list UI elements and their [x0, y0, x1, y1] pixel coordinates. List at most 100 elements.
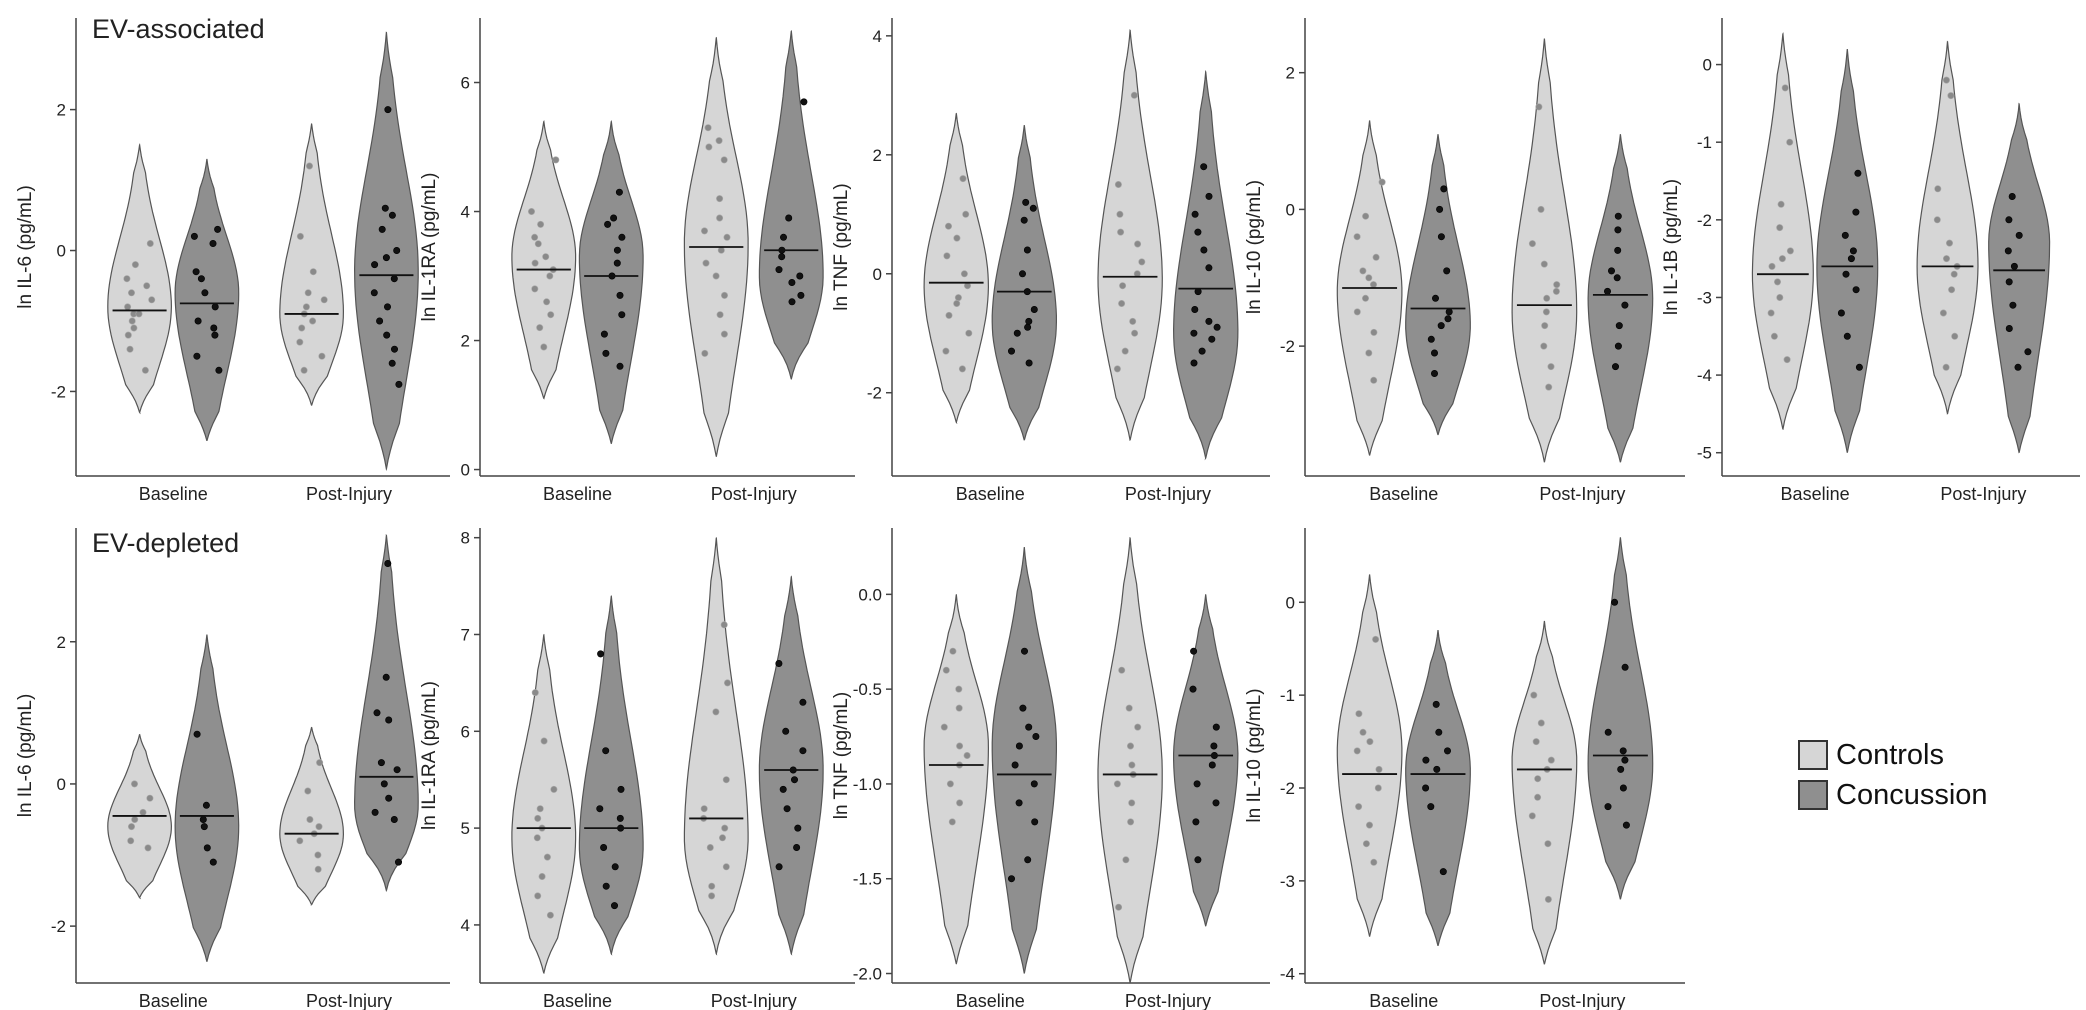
- panel-2: 0 2 4 6 ln IL-1RA (pg/mL) Baseline Post-Injury: [419, 18, 855, 504]
- y-axis-label: ln IL-6 (pg/mL): [15, 694, 36, 818]
- data-point: [1113, 780, 1121, 788]
- data-point: [1934, 185, 1942, 193]
- violin-concussion: [1172, 70, 1239, 461]
- data-point: [954, 294, 962, 302]
- data-point: [716, 195, 724, 203]
- violin-concussion: [578, 120, 644, 445]
- data-point: [944, 222, 952, 230]
- data-point: [393, 766, 401, 774]
- data-point: [1849, 247, 1857, 255]
- data-point: [1212, 723, 1220, 731]
- data-point: [1614, 246, 1622, 254]
- y-tick-label: 0: [1703, 56, 1712, 75]
- data-point: [1842, 270, 1850, 278]
- data-point: [782, 727, 790, 735]
- y-tick-label: -2: [1697, 211, 1712, 230]
- data-point: [953, 299, 961, 307]
- data-point: [1854, 169, 1862, 177]
- data-point: [716, 214, 724, 222]
- data-point: [537, 220, 545, 228]
- data-point: [1542, 308, 1550, 316]
- data-point: [1436, 205, 1444, 213]
- y-tick-label: 0: [57, 775, 66, 794]
- data-point: [211, 303, 219, 311]
- data-point: [1019, 704, 1027, 712]
- data-point: [1947, 92, 1955, 100]
- data-point: [2008, 193, 2016, 201]
- data-point: [128, 317, 136, 325]
- y-tick-label: 4: [461, 203, 470, 222]
- data-point: [1946, 239, 1954, 247]
- data-point: [962, 210, 970, 218]
- data-point: [1621, 301, 1629, 309]
- y-tick-label: -2: [1280, 337, 1295, 356]
- data-point: [722, 863, 730, 871]
- data-point: [550, 785, 558, 793]
- y-tick-label: -2: [1280, 779, 1295, 798]
- data-point: [296, 232, 304, 240]
- data-point: [1025, 723, 1033, 731]
- data-point: [385, 716, 393, 724]
- x-tick-label: Post-Injury: [711, 991, 797, 1010]
- data-point: [1614, 226, 1622, 234]
- y-tick-label: -0.5: [853, 680, 882, 699]
- y-axis-label: ln IL-1RA (pg/mL): [419, 681, 440, 830]
- violin-controls: [1097, 536, 1163, 984]
- data-point: [1365, 274, 1373, 282]
- data-point: [1604, 803, 1612, 811]
- data-point: [1614, 342, 1622, 350]
- data-point: [953, 234, 961, 242]
- data-point: [2024, 348, 2032, 356]
- data-point: [393, 247, 401, 255]
- data-point: [1353, 233, 1361, 241]
- data-point: [2005, 216, 2013, 224]
- data-point: [1365, 349, 1373, 357]
- data-point: [1933, 216, 1941, 224]
- panel-6: -2 0 2 ln IL-6 (pg/mL) Baseline Post-Injury: [15, 528, 450, 1010]
- data-point: [794, 824, 802, 832]
- data-point: [552, 156, 560, 164]
- data-point: [1032, 732, 1040, 740]
- data-point: [1200, 163, 1208, 171]
- data-point: [1951, 332, 1959, 340]
- data-point: [131, 261, 139, 269]
- data-point: [1852, 286, 1860, 294]
- data-point: [390, 275, 398, 283]
- data-point: [388, 211, 396, 219]
- data-point: [377, 759, 385, 767]
- violin-controls: [1916, 40, 1979, 415]
- x-tick-label: Post-Injury: [711, 484, 797, 504]
- data-point: [1212, 799, 1220, 807]
- data-point: [723, 679, 731, 687]
- data-point: [194, 317, 202, 325]
- data-point: [309, 317, 317, 325]
- data-point: [546, 911, 554, 919]
- data-point: [945, 311, 953, 319]
- data-point: [1030, 305, 1038, 313]
- row-label-ev-associated: EV-associated: [92, 14, 265, 44]
- violin-controls: [1511, 620, 1578, 965]
- data-point: [533, 834, 541, 842]
- data-point: [602, 349, 610, 357]
- violin-concussion: [174, 634, 240, 962]
- violin-concussion: [174, 158, 240, 441]
- data-point: [536, 805, 544, 813]
- data-point: [1547, 363, 1555, 371]
- data-point: [700, 227, 708, 235]
- legend-swatch-concussion: [1798, 780, 1828, 810]
- y-tick-label: -2.0: [853, 965, 882, 984]
- data-point: [1378, 178, 1386, 186]
- y-axis-label: ln TNF (pg/mL): [831, 692, 852, 819]
- y-tick-label: -3: [1280, 872, 1295, 891]
- data-point: [1205, 192, 1213, 200]
- data-point: [1118, 666, 1126, 674]
- data-point: [1372, 635, 1380, 643]
- data-point: [1128, 799, 1136, 807]
- data-point: [965, 329, 973, 337]
- y-tick-label: 0: [461, 461, 470, 480]
- data-point: [2005, 278, 2013, 286]
- data-point: [788, 278, 796, 286]
- data-point: [610, 214, 618, 222]
- data-point: [305, 162, 313, 170]
- legend-label-controls: Controls: [1836, 738, 1944, 771]
